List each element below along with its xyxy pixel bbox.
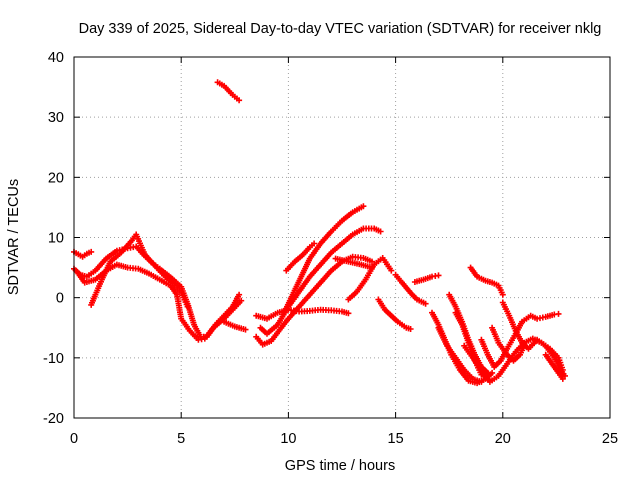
x-axis-ticks: 0 5 10 15 20 25	[70, 57, 618, 447]
data-point	[360, 203, 367, 210]
series-arc-7	[253, 306, 352, 322]
series-arc-10	[281, 203, 367, 316]
x-tick-label: 15	[388, 431, 404, 447]
series-arc-1	[71, 248, 95, 260]
series-arc-26	[542, 351, 566, 382]
data-point	[499, 291, 506, 298]
series-arc-19	[446, 291, 491, 376]
series-arc-16	[411, 272, 442, 285]
grid	[74, 57, 610, 418]
series-arc-8	[253, 253, 375, 348]
y-tick-label: 0	[56, 291, 64, 307]
data-point	[88, 248, 95, 255]
series-arc-3	[75, 261, 245, 343]
series-arc-22	[467, 264, 506, 298]
x-tick-label: 10	[280, 431, 296, 447]
data-point	[311, 240, 318, 247]
data-points	[71, 79, 568, 387]
data-point	[555, 310, 562, 317]
series-arc-25	[499, 299, 568, 379]
series-arc-18	[435, 324, 485, 385]
series-arc-13	[345, 255, 395, 303]
series-arc-14	[375, 296, 414, 332]
data-point	[435, 272, 442, 279]
series-arc-11	[283, 240, 318, 274]
x-axis-label: GPS time / hours	[285, 458, 395, 474]
data-point	[242, 326, 249, 333]
y-tick-label: 10	[48, 231, 64, 247]
data-point	[422, 300, 429, 307]
chart-title: Day 339 of 2025, Sidereal Day-to-day VTE…	[79, 21, 602, 37]
data-point	[407, 326, 414, 332]
series-arc-15	[392, 271, 429, 307]
x-tick-label: 5	[177, 431, 185, 447]
x-tick-label: 20	[495, 431, 511, 447]
data-point	[236, 97, 243, 104]
data-point	[236, 291, 243, 298]
series-arc-5	[214, 79, 243, 104]
y-axis-ticks: -20 -10 0 10 20 30 40	[43, 50, 610, 427]
data-point	[478, 378, 485, 385]
data-point	[184, 303, 191, 310]
data-point	[377, 228, 384, 235]
data-point	[559, 375, 566, 382]
y-axis-label: SDTVAR / TECUs	[6, 179, 22, 295]
y-tick-label: 30	[48, 110, 64, 126]
series-arc-4	[88, 231, 191, 310]
data-point	[345, 310, 352, 317]
y-tick-label: -10	[43, 351, 64, 367]
data-point	[388, 267, 395, 274]
y-tick-label: -20	[43, 411, 64, 427]
y-tick-label: 40	[48, 50, 64, 66]
x-tick-label: 0	[70, 431, 78, 447]
x-tick-label: 25	[602, 431, 618, 447]
data-point	[238, 297, 245, 304]
series-arc-24	[489, 324, 528, 364]
series-arc-6	[221, 318, 249, 333]
y-tick-label: 20	[48, 170, 64, 186]
